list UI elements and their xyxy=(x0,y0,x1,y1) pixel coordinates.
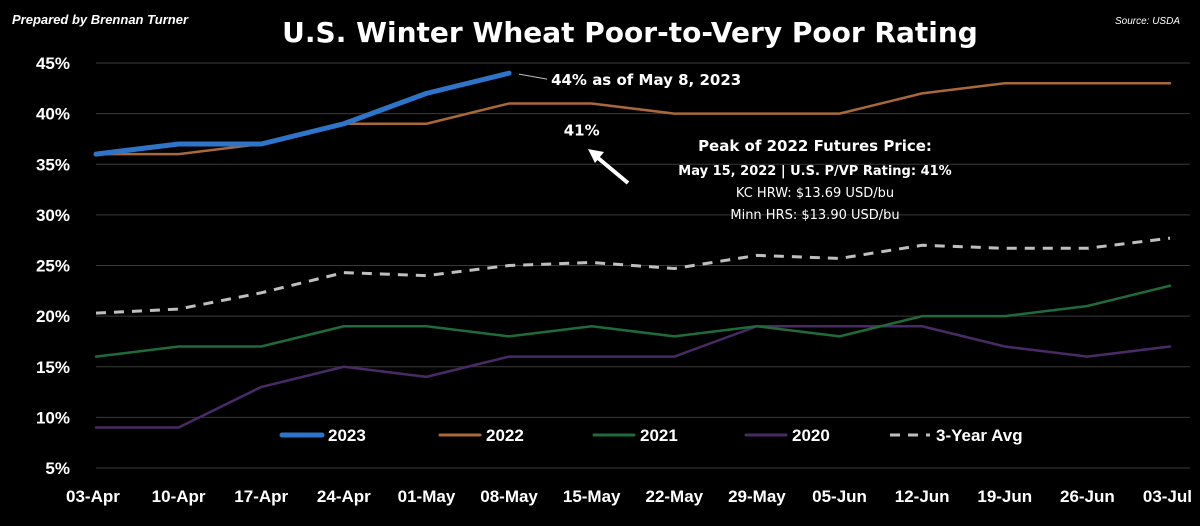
x-axis: 03-Apr 10-Apr 17-Apr 24-Apr 01-May 08-May 15-M… xyxy=(66,487,1192,506)
arrow-shaft xyxy=(596,156,630,185)
peak-title: Peak of 2022 Futures Price: xyxy=(698,137,932,155)
y-tick-label: 10% xyxy=(36,408,70,427)
y-tick-label: 5% xyxy=(45,459,70,478)
x-tick-label: 01-May xyxy=(398,487,456,506)
series-line-2020 xyxy=(94,325,1172,429)
gridlines xyxy=(96,62,1190,469)
x-tick-label: 10-Apr xyxy=(152,487,206,506)
x-tick-label: 24-Apr xyxy=(317,487,371,506)
y-tick-label: 15% xyxy=(36,358,70,377)
legend-label: 2021 xyxy=(640,426,678,445)
x-tick-label: 08-May xyxy=(480,487,538,506)
x-tick-label: 15-May xyxy=(563,487,621,506)
y-tick-label: 45% xyxy=(36,54,70,73)
credit-text: Prepared by Brennan Turner xyxy=(12,12,189,27)
y-tick-label: 25% xyxy=(36,257,70,276)
peak-line-1: May 15, 2022 | U.S. P/VP Rating: 41% xyxy=(678,164,951,179)
x-tick-label: 03-Jul xyxy=(1143,487,1192,506)
x-tick-label: 05-Jun xyxy=(812,487,867,506)
x-tick-label: 03-Apr xyxy=(66,487,120,506)
series-line-2023 xyxy=(93,70,512,157)
x-tick-label: 29-May xyxy=(728,487,786,506)
y-axis: 5% 10% 15% 20% 25% 30% 35% 40% 45% xyxy=(36,54,70,478)
legend-label: 2020 xyxy=(792,426,830,445)
legend-label: 3-Year Avg xyxy=(936,426,1023,445)
x-tick-label: 22-May xyxy=(645,487,703,506)
legend-label: 2023 xyxy=(328,426,366,445)
peak-line-2: KC HRW: $13.69 USD/bu xyxy=(736,186,894,201)
peak-arrow xyxy=(588,149,630,185)
peak-value-annotation: 41% xyxy=(564,122,600,140)
x-tick-label: 19-Jun xyxy=(977,487,1032,506)
y-tick-label: 40% xyxy=(36,105,70,124)
legend-label: 2022 xyxy=(486,426,524,445)
series-line-3-year-avg xyxy=(95,236,1171,315)
y-tick-label: 20% xyxy=(36,307,70,326)
latest-annotation: 44% as of May 8, 2023 xyxy=(551,71,741,89)
y-tick-label: 35% xyxy=(36,155,70,174)
series-line-2021 xyxy=(94,284,1172,358)
x-tick-label: 12-Jun xyxy=(895,487,950,506)
peak-line-3: Minn HRS: $13.90 USD/bu xyxy=(730,208,899,223)
x-tick-label: 17-Apr xyxy=(234,487,288,506)
latest-leader-line xyxy=(518,73,548,80)
series-lines xyxy=(93,70,1172,429)
legend: 2023 2022 2021 2020 3-Year Avg xyxy=(279,426,1023,445)
chart-title: U.S. Winter Wheat Poor-to-Very Poor Rati… xyxy=(282,16,978,49)
x-tick-label: 26-Jun xyxy=(1060,487,1115,506)
source-text: Source: USDA xyxy=(1115,16,1180,27)
arrow-head-icon xyxy=(588,149,604,163)
y-tick-label: 30% xyxy=(36,206,70,225)
